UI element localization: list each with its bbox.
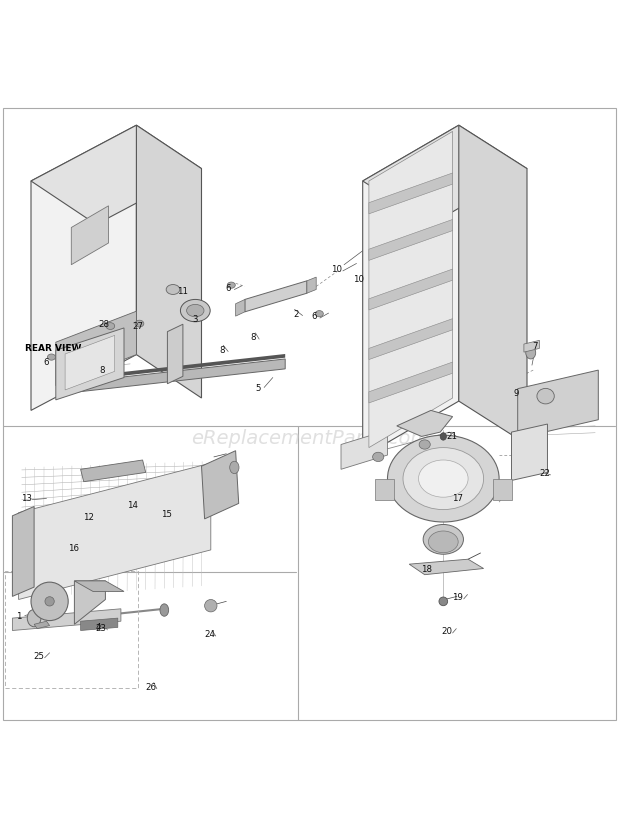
Polygon shape — [409, 559, 484, 575]
Text: 16: 16 — [68, 544, 79, 553]
Polygon shape — [459, 125, 527, 444]
Ellipse shape — [439, 597, 448, 605]
Text: 9: 9 — [513, 390, 518, 398]
Ellipse shape — [135, 320, 144, 327]
Text: 17: 17 — [452, 494, 463, 503]
Text: 25: 25 — [33, 652, 44, 661]
Text: 28: 28 — [99, 320, 110, 328]
Text: 19: 19 — [452, 593, 463, 602]
Ellipse shape — [316, 311, 324, 317]
Ellipse shape — [418, 460, 468, 497]
Polygon shape — [369, 318, 453, 360]
Ellipse shape — [106, 323, 115, 329]
Polygon shape — [341, 430, 388, 469]
Ellipse shape — [180, 299, 210, 322]
Ellipse shape — [373, 452, 384, 461]
Polygon shape — [363, 125, 527, 224]
Ellipse shape — [45, 597, 55, 606]
Text: 23: 23 — [95, 624, 107, 633]
Text: 1: 1 — [16, 612, 21, 621]
Text: 2: 2 — [294, 310, 299, 318]
Ellipse shape — [537, 389, 554, 404]
Polygon shape — [397, 410, 453, 437]
Ellipse shape — [423, 524, 463, 554]
Ellipse shape — [227, 282, 236, 289]
Polygon shape — [81, 460, 146, 481]
Text: 4: 4 — [95, 623, 100, 632]
Ellipse shape — [47, 354, 56, 361]
Ellipse shape — [440, 433, 446, 440]
Text: 8: 8 — [100, 366, 105, 375]
Ellipse shape — [229, 461, 239, 474]
Polygon shape — [74, 581, 124, 591]
Bar — [375, 479, 394, 500]
Ellipse shape — [205, 600, 217, 612]
Polygon shape — [167, 324, 183, 384]
Polygon shape — [71, 206, 108, 265]
Text: 6: 6 — [44, 357, 49, 366]
Polygon shape — [19, 463, 211, 600]
Polygon shape — [363, 125, 459, 457]
Text: 15: 15 — [161, 510, 172, 519]
Polygon shape — [62, 359, 285, 394]
Polygon shape — [12, 609, 121, 630]
Text: 8: 8 — [250, 333, 255, 342]
Polygon shape — [31, 125, 136, 410]
Bar — [493, 479, 512, 500]
Ellipse shape — [187, 304, 204, 317]
Polygon shape — [136, 125, 202, 398]
Polygon shape — [31, 125, 202, 224]
Ellipse shape — [166, 284, 180, 294]
Ellipse shape — [428, 531, 458, 552]
Text: 5: 5 — [255, 385, 260, 393]
Text: 6: 6 — [226, 284, 231, 293]
Polygon shape — [369, 362, 453, 403]
Text: 21: 21 — [446, 432, 457, 441]
Polygon shape — [236, 299, 245, 316]
Text: 10: 10 — [353, 275, 365, 284]
Text: REAR VIEW: REAR VIEW — [25, 344, 81, 353]
Text: 14: 14 — [126, 501, 138, 509]
Text: 27: 27 — [132, 323, 143, 331]
Polygon shape — [512, 424, 547, 480]
Ellipse shape — [419, 440, 430, 449]
Polygon shape — [524, 341, 539, 352]
Polygon shape — [369, 269, 453, 310]
Text: 10: 10 — [331, 265, 342, 275]
Polygon shape — [65, 336, 115, 390]
Ellipse shape — [160, 604, 169, 616]
Ellipse shape — [403, 447, 484, 509]
Text: 3: 3 — [193, 315, 198, 324]
Polygon shape — [81, 618, 118, 630]
Polygon shape — [202, 451, 239, 519]
Polygon shape — [34, 621, 50, 629]
Polygon shape — [56, 328, 124, 400]
Ellipse shape — [31, 582, 68, 620]
Text: 8: 8 — [219, 346, 224, 355]
Polygon shape — [12, 506, 34, 596]
Polygon shape — [245, 281, 307, 312]
Text: 11: 11 — [177, 288, 188, 297]
Polygon shape — [74, 581, 105, 624]
Polygon shape — [369, 173, 453, 214]
Ellipse shape — [27, 609, 41, 627]
Text: 22: 22 — [539, 469, 550, 478]
Polygon shape — [56, 311, 136, 385]
Text: eReplacementParts.com: eReplacementParts.com — [191, 429, 429, 447]
Polygon shape — [518, 370, 598, 438]
Polygon shape — [307, 277, 316, 294]
Text: 12: 12 — [83, 514, 94, 522]
Ellipse shape — [388, 435, 499, 522]
Ellipse shape — [526, 347, 536, 359]
Text: 26: 26 — [145, 683, 156, 692]
Text: 6: 6 — [311, 312, 316, 321]
Polygon shape — [62, 354, 285, 383]
Polygon shape — [369, 131, 453, 447]
Text: 20: 20 — [441, 627, 452, 636]
Text: 7: 7 — [533, 342, 538, 351]
Polygon shape — [369, 219, 453, 261]
Text: 24: 24 — [204, 630, 215, 639]
Text: 13: 13 — [20, 494, 32, 503]
Text: 18: 18 — [421, 565, 432, 574]
